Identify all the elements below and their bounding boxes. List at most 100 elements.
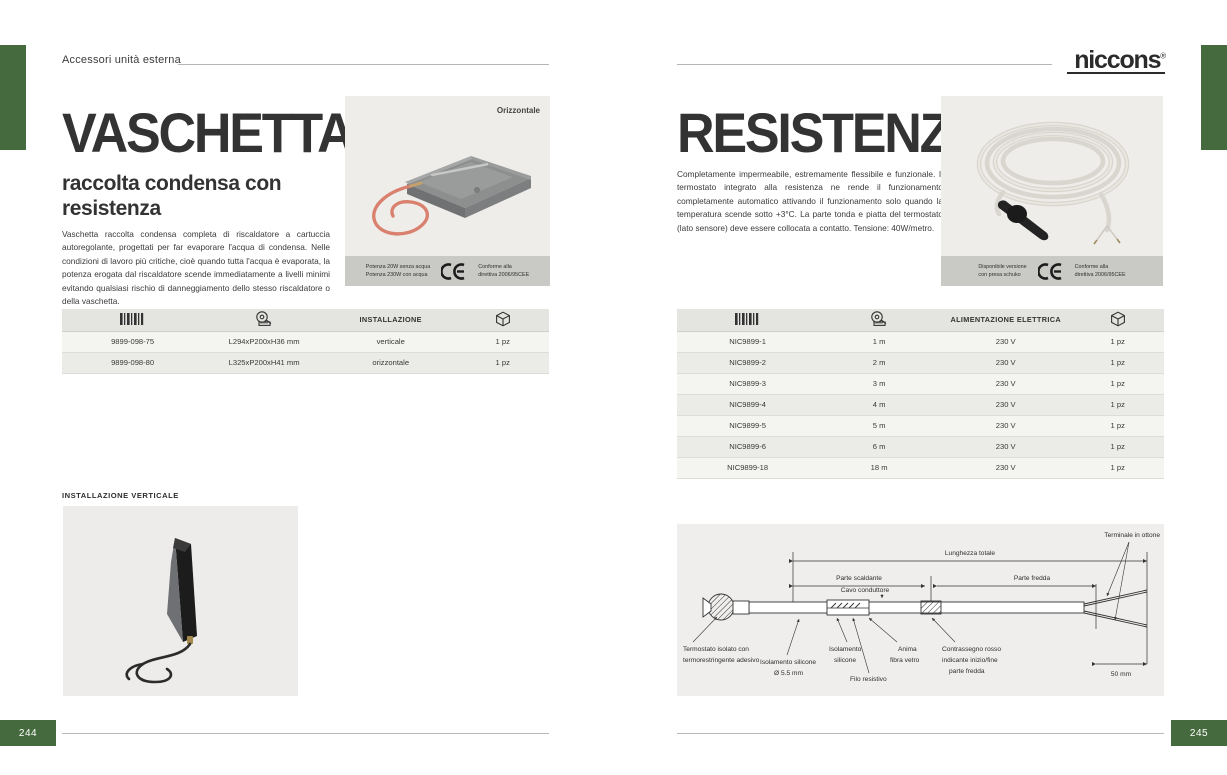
label-fiberglass-1: Anima bbox=[898, 646, 917, 653]
product-table-left: INSTALLAZIONE 9899-098-75 L294xP200x bbox=[62, 309, 549, 374]
page-title-left: VASCHETTA bbox=[62, 101, 355, 164]
tape-measure-icon bbox=[869, 311, 889, 327]
cell-code: NIC9899-2 bbox=[677, 352, 819, 374]
box-icon bbox=[1110, 311, 1126, 327]
ce-mark-right bbox=[1037, 262, 1064, 280]
cell-packaging: 1 pz bbox=[456, 331, 549, 353]
conformity-left: Conforme alla direttiva 2006/95CEE bbox=[478, 263, 529, 279]
label-silicone-main: Isolamento silicone bbox=[760, 659, 816, 666]
page-number-right: 245 bbox=[1171, 720, 1227, 746]
product-photo-cable: Disponibile versione con presa schuko Co… bbox=[941, 96, 1163, 286]
label-red-mark-2: indicante inizio/fine bbox=[942, 657, 998, 664]
cell-packaging: 1 pz bbox=[1071, 373, 1164, 395]
cable-diagram-svg: Lunghezza totale Parte scaldante Parte f… bbox=[683, 532, 1160, 683]
col-header-code bbox=[677, 309, 819, 332]
cell-packaging: 1 pz bbox=[456, 352, 549, 374]
label-silicone-diameter: Ø 5.5 mm bbox=[774, 670, 803, 677]
cell-voltage: 230 V bbox=[939, 415, 1072, 437]
cell-length: 18 m bbox=[818, 457, 940, 479]
cell-voltage: 230 V bbox=[939, 394, 1072, 416]
cell-length: 4 m bbox=[818, 394, 940, 416]
photo-footer-right: Disponibile versione con presa schuko Co… bbox=[941, 256, 1163, 286]
cell-packaging: 1 pz bbox=[1071, 331, 1164, 353]
col-header-packaging bbox=[456, 309, 549, 332]
photo-footer-left: Potenza 20W senza acqua Potenza 230W con… bbox=[345, 256, 550, 286]
table-header-row: ALIMENTAZIONE ELETTRICA bbox=[677, 309, 1164, 332]
cell-code: 9899-098-75 bbox=[62, 331, 204, 353]
description-left: Vaschetta raccolta condensa completa di … bbox=[62, 229, 330, 307]
col-header-code bbox=[62, 309, 204, 332]
header-rule-left bbox=[178, 64, 549, 65]
ce-mark-left bbox=[441, 262, 467, 280]
product-table-right: ALIMENTAZIONE ELETTRICA NIC9899-1 1 m 230 … bbox=[677, 309, 1164, 479]
label-brass-terminal: Terminale in ottone bbox=[1104, 532, 1160, 539]
table-row: 9899-098-75 L294xP200xH36 mm verticale 1… bbox=[62, 331, 549, 353]
conformity-right: Conforme alla direttiva 2006/95CEE bbox=[1075, 263, 1126, 279]
footer-rule-right bbox=[677, 733, 1164, 734]
section-kicker: Accessori unità esterna bbox=[62, 54, 181, 66]
cell-code: NIC9899-3 bbox=[677, 373, 819, 395]
label-red-mark-3: parte fredda bbox=[949, 668, 985, 675]
cell-packaging: 1 pz bbox=[1071, 394, 1164, 416]
page-title-right: RESISTENZE bbox=[677, 101, 984, 164]
availability-spec: Disponibile versione con presa schuko bbox=[978, 263, 1026, 279]
col-header-packaging bbox=[1071, 309, 1164, 332]
barcode-icon bbox=[119, 312, 147, 325]
label-thermostat-line2: termorestringente adesivo bbox=[683, 657, 760, 664]
cell-code: NIC9899-18 bbox=[677, 457, 819, 479]
cell-length: 1 m bbox=[818, 331, 940, 353]
page-number-left: 244 bbox=[0, 720, 56, 746]
cell-voltage: 230 V bbox=[939, 436, 1072, 458]
product-photo-horizontal: Orizzontale Potenza 20W senza acqua Pote… bbox=[345, 96, 550, 286]
header-rule-right bbox=[677, 64, 1052, 65]
conformity-line-1: Conforme alla bbox=[478, 263, 512, 270]
cell-length: 6 m bbox=[818, 436, 940, 458]
col-header-dimensions bbox=[203, 309, 325, 332]
label-red-mark-1: Contrassegno rosso bbox=[942, 646, 1001, 653]
col-header-length bbox=[818, 309, 940, 332]
cell-voltage: 230 V bbox=[939, 352, 1072, 374]
product-photo-vertical bbox=[63, 506, 298, 696]
photo-tag-orizzontale: Orizzontale bbox=[496, 106, 540, 115]
brand-logo: niccons® bbox=[1074, 48, 1166, 73]
tape-measure-icon bbox=[254, 311, 274, 327]
col-header-installation: INSTALLAZIONE bbox=[324, 309, 457, 332]
cell-voltage: 230 V bbox=[939, 457, 1072, 479]
cell-packaging: 1 pz bbox=[1071, 436, 1164, 458]
cell-length: 5 m bbox=[818, 415, 940, 437]
registered-mark: ® bbox=[1160, 51, 1166, 61]
technical-diagram: Lunghezza totale Parte scaldante Parte f… bbox=[677, 524, 1164, 696]
cell-packaging: 1 pz bbox=[1071, 457, 1164, 479]
table-header-row: INSTALLAZIONE bbox=[62, 309, 549, 332]
logo-underline bbox=[1067, 72, 1165, 74]
label-conductor-cable: Cavo conduttore bbox=[841, 587, 890, 594]
edge-tab-right bbox=[1201, 45, 1227, 150]
power-line-2: Potenza 230W con acqua bbox=[365, 272, 428, 278]
label-fiberglass-2: fibra vetro bbox=[890, 657, 920, 664]
cell-dimensions: L325xP200xH41 mm bbox=[203, 352, 325, 374]
cell-voltage: 230 V bbox=[939, 331, 1072, 353]
col-header-power-supply: ALIMENTAZIONE ELETTRICA bbox=[939, 309, 1072, 332]
cell-packaging: 1 pz bbox=[1071, 415, 1164, 437]
cell-code: 9899-098-80 bbox=[62, 352, 204, 374]
page-subtitle-left: raccolta condensa con resistenza bbox=[62, 172, 282, 220]
label-resistive-wire: Filo resistivo bbox=[850, 676, 887, 683]
cell-packaging: 1 pz bbox=[1071, 352, 1164, 374]
description-right: Completamente impermeabile, estremamente… bbox=[677, 169, 943, 233]
cell-voltage: 230 V bbox=[939, 373, 1072, 395]
cell-length: 2 m bbox=[818, 352, 940, 374]
heating-cable-illustration bbox=[976, 121, 1130, 245]
cell-code: NIC9899-4 bbox=[677, 394, 819, 416]
section-label-vertical-install: INSTALLAZIONE VERTICALE bbox=[62, 491, 179, 500]
label-50mm: 50 mm bbox=[1111, 671, 1132, 678]
cell-installation: verticale bbox=[324, 331, 457, 353]
conformity-line-2: direttiva 2006/95CEE bbox=[478, 272, 530, 278]
table-body-left: 9899-098-75 L294xP200xH36 mm verticale 1… bbox=[62, 331, 549, 374]
